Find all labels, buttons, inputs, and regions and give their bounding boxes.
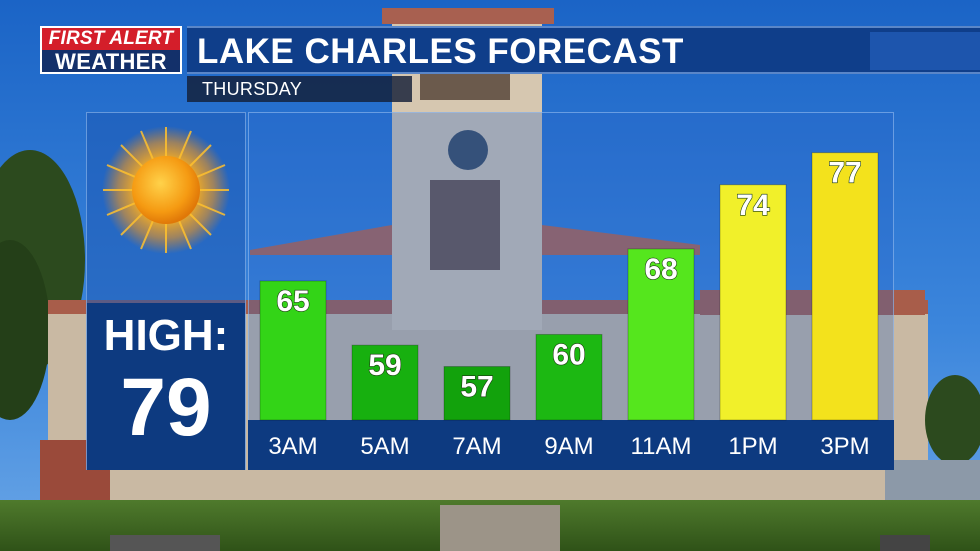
data-label-1pm: 74: [736, 189, 770, 222]
tick-label-3pm: 3PM: [820, 433, 869, 460]
high-label: HIGH:: [103, 311, 229, 360]
high-summary-panel: HIGH: 79: [86, 112, 246, 470]
bar-1pm: [719, 184, 787, 421]
station-logo: FIRST ALERT WEATHER: [40, 26, 182, 74]
tick-label-1pm: 1PM: [728, 433, 777, 460]
data-label-3am: 65: [276, 285, 309, 318]
tick-label-11am: 11AM: [631, 433, 692, 460]
data-label-3pm: 77: [828, 157, 861, 190]
tick-label-5am: 5AM: [360, 433, 409, 460]
tick-label-9am: 9AM: [544, 433, 593, 460]
bar-5am: [351, 344, 419, 421]
tick-label-3am: 3AM: [268, 433, 317, 460]
data-label-9am: 60: [552, 338, 585, 371]
tick-label-7am: 7AM: [452, 433, 501, 460]
high-temperature: 79: [120, 362, 212, 453]
high-value-box: HIGH: 79: [87, 303, 245, 470]
data-label-5am: 59: [368, 349, 401, 382]
logo-line1: FIRST ALERT: [42, 28, 180, 50]
page-title: LAKE CHARLES FORECAST: [197, 32, 684, 71]
logo-line2: WEATHER: [55, 49, 167, 74]
hourly-temperature-chart: 65 3AM 59 5AM 57 7AM 60 9AM 68 11AM 74 1PM 77 3PM: [259, 152, 879, 460]
title-bar-accent: [870, 32, 980, 70]
day-label: THURSDAY: [202, 79, 303, 99]
bar-7am: [443, 366, 511, 421]
sun-icon: [102, 126, 230, 254]
bar-3am: [259, 280, 327, 421]
data-label-7am: 57: [460, 371, 493, 404]
chart-axis-bar: [248, 420, 894, 470]
subtitle-bar: THURSDAY: [187, 76, 412, 102]
bar-11am: [627, 248, 695, 421]
data-label-11am: 68: [644, 253, 677, 286]
bar-3pm: [811, 152, 879, 421]
bar-9am: [535, 333, 603, 421]
title-bar: LAKE CHARLES FORECAST: [187, 26, 980, 74]
